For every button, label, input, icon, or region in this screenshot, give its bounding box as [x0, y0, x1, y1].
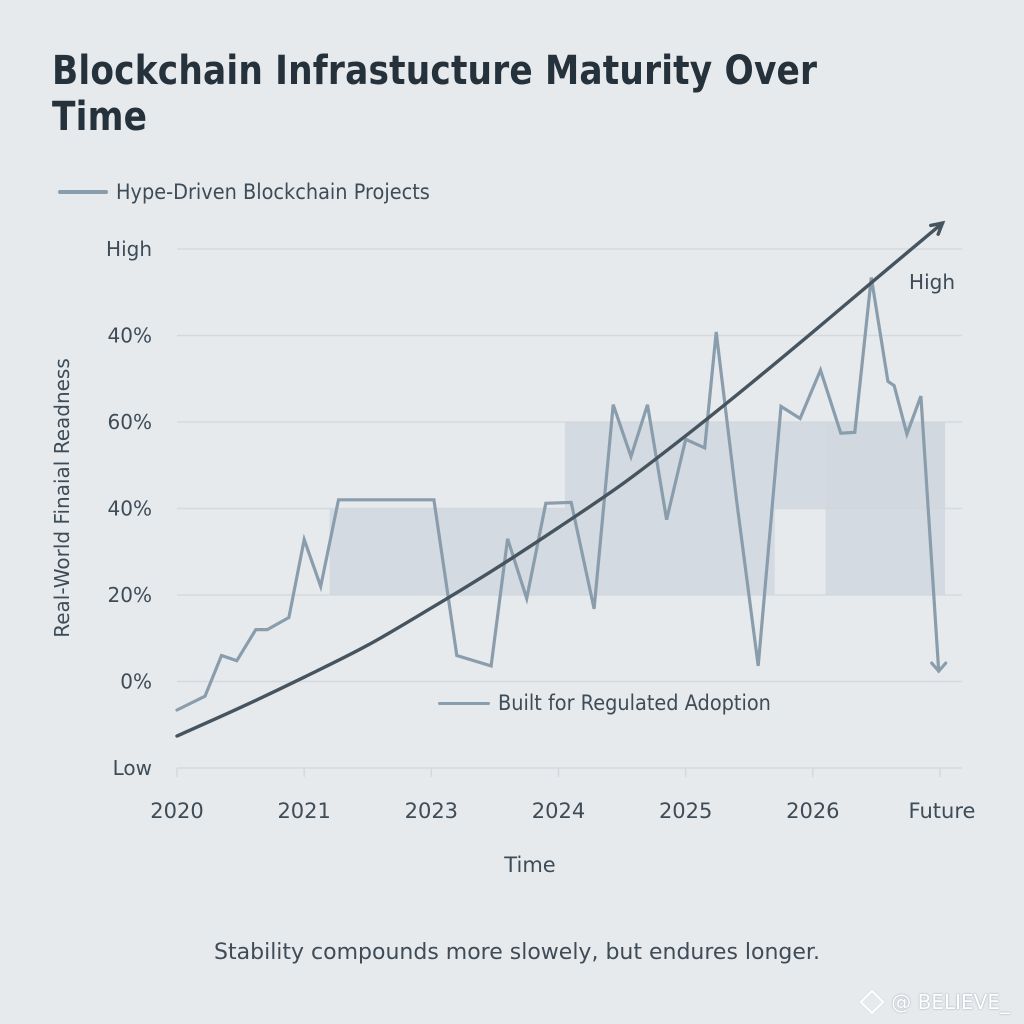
diamond-logo-icon	[859, 989, 886, 1015]
legend-label-regulated: Built for Regulated Adoption	[498, 691, 771, 715]
legend-item-regulated: Built for Regulated Adoption	[438, 691, 795, 715]
chart-caption: Stability compounds more slowely, but en…	[214, 940, 820, 965]
series-line-hype	[175, 277, 941, 712]
y-tick-labels: Low 0% 20% 40% 60% 40% High	[106, 237, 152, 780]
x-tick-label: Future	[909, 799, 976, 823]
band-layer	[329, 422, 946, 595]
x-axis-label: Time	[503, 853, 555, 877]
x-tick-label: 2021	[277, 799, 330, 823]
x-tick-label: 2024	[532, 799, 585, 823]
right-annotation-high: High	[909, 270, 955, 294]
legend-swatch-hype	[58, 190, 108, 194]
x-tick-label: 2023	[405, 799, 458, 823]
y-tick-label: 40%	[108, 497, 152, 521]
chart-title: Blockchain Infrastucture Maturity Over T…	[52, 48, 818, 140]
legend-swatch-regulated	[438, 701, 490, 705]
x-tick-labels: 2020 2021 2023 2024 2025 2026 Future	[150, 799, 975, 823]
watermark: @ BELIEVE_	[859, 989, 1010, 1015]
y-tick-label: 0%	[120, 670, 152, 694]
hype-arrowhead-icon	[930, 661, 948, 674]
x-tick-label: 2025	[659, 799, 712, 823]
y-tick-label: High	[106, 237, 152, 261]
x-tick-label: 2020	[150, 799, 203, 823]
series-line-regulated	[175, 221, 945, 738]
y-tick-label: Low	[113, 756, 152, 780]
y-tick-label: 40%	[108, 324, 152, 348]
legend-item-hype: Hype-Driven Blockchain Projects	[58, 180, 457, 204]
y-tick-label: 20%	[108, 583, 152, 607]
regulated-arrowhead-icon	[929, 220, 946, 236]
legend-label-hype: Hype-Driven Blockchain Projects	[116, 180, 430, 204]
watermark-text: @ BELIEVE_	[891, 990, 1010, 1014]
series-layer	[175, 220, 948, 738]
x-tick-label: 2026	[786, 799, 839, 823]
y-tick-label: 60%	[108, 410, 152, 434]
